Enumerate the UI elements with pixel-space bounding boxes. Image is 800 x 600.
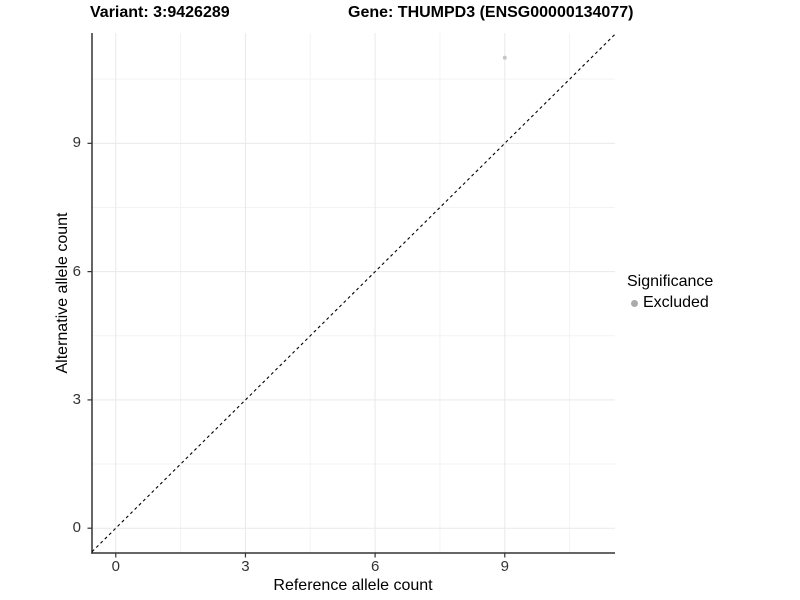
legend-item-label: Excluded: [643, 294, 709, 311]
x-tick-label: 6: [370, 558, 380, 575]
x-tick-label: 9: [500, 558, 509, 575]
legend-title: Significance: [627, 273, 714, 290]
variant-title: Variant: 3:9426289: [90, 4, 230, 21]
y-tick-label: 0: [72, 519, 81, 537]
y-axis-title: Alternative allele count: [54, 212, 71, 374]
legend-item-excluded: Excluded: [631, 294, 713, 312]
x-axis-title: Reference allele count: [273, 577, 433, 594]
legend-point-icon: [631, 299, 638, 307]
y-tick-label: 3: [72, 390, 81, 408]
legend: Significance Excluded: [627, 273, 713, 312]
y-tick-label: 9: [72, 134, 81, 152]
gene-title: Gene: THUMPD3 (ENSG00000134077): [348, 4, 634, 21]
x-tick-label: 3: [241, 558, 250, 575]
data-point: [502, 55, 507, 60]
x-tick-label: 0: [111, 558, 120, 575]
y-tick-label: 6: [72, 262, 81, 280]
identity-line: [91, 33, 616, 553]
